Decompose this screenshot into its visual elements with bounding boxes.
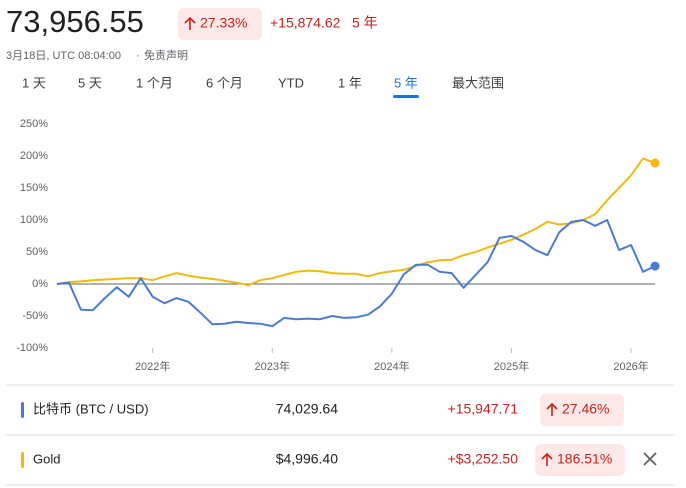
range-tab[interactable]: YTD — [278, 75, 304, 90]
legend-price: 74,029.64 — [276, 401, 338, 417]
change-badge — [178, 8, 262, 40]
series-line — [56, 157, 656, 287]
x-tick-label: 2023年 — [255, 359, 290, 373]
disclaimer-link[interactable]: 免责声明 — [144, 48, 188, 62]
legend-swatch — [21, 452, 24, 468]
x-tick-label: 2025年 — [494, 359, 529, 373]
legend-change: +$3,252.50 — [448, 451, 519, 467]
remove-button[interactable] — [643, 452, 657, 466]
change: +15,874.62 — [270, 15, 341, 31]
range-tab[interactable]: 1 年 — [338, 75, 362, 90]
range-tab[interactable]: 1 个月 — [136, 75, 173, 90]
legend-badge — [540, 394, 624, 426]
range-tab[interactable]: 5 年 — [394, 75, 418, 90]
active-tab-underline — [393, 95, 419, 98]
range-tab[interactable]: 最大范围 — [452, 75, 504, 90]
separator: · — [136, 50, 140, 62]
legend-name: Gold — [33, 451, 60, 466]
end-dot — [650, 261, 660, 271]
x-tick-label: 2024年 — [374, 359, 409, 373]
x-tick-label: 2026年 — [613, 359, 648, 373]
range-tab[interactable]: 5 天 — [78, 75, 102, 90]
end-dot — [650, 158, 660, 168]
up-arrow-icon — [546, 402, 558, 416]
y-tick-label: 0% — [32, 278, 48, 290]
y-tick-label: -50% — [22, 310, 48, 322]
range-tab[interactable]: 1 天 — [22, 75, 46, 90]
up-arrow-icon — [184, 16, 196, 30]
y-tick-label: 50% — [26, 246, 48, 258]
legend-name: 比特币 (BTC / USD) — [33, 401, 149, 416]
y-tick-label: 150% — [20, 182, 48, 194]
up-arrow-icon — [541, 452, 553, 466]
legend-change: +15,947.71 — [448, 401, 519, 417]
legend-badge — [535, 444, 625, 476]
legend-change-pct: 27.46% — [562, 401, 609, 417]
price: 73,956.55 — [6, 4, 144, 39]
legend-change-pct: 186.51% — [557, 451, 612, 467]
x-tick-label: 2022年 — [135, 359, 170, 373]
range-tab[interactable]: 6 个月 — [206, 75, 243, 90]
period: 5 年 — [352, 15, 378, 31]
series-line — [56, 219, 656, 328]
change-pct: 27.33% — [200, 15, 247, 31]
legend-price: $4,996.40 — [276, 451, 338, 467]
y-tick-label: 250% — [20, 118, 48, 130]
y-tick-label: 100% — [20, 214, 48, 226]
y-tick-label: -100% — [16, 342, 48, 354]
y-tick-label: 200% — [20, 150, 48, 162]
timestamp: 3月18日, UTC 08:04:00 — [6, 50, 121, 62]
legend-swatch — [21, 402, 24, 418]
